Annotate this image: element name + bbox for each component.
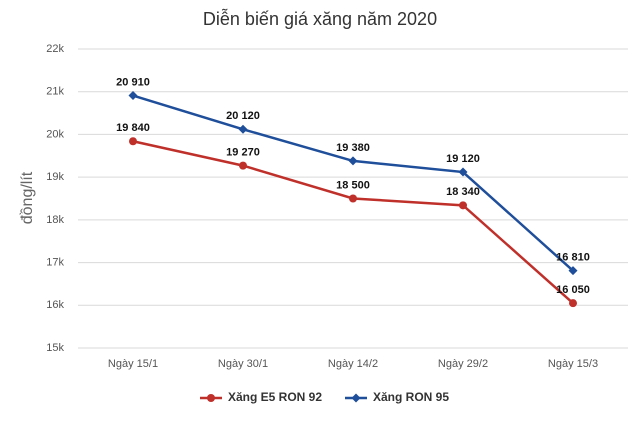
point (458, 167, 468, 177)
y-tick-label: 21k (46, 86, 64, 98)
data-label: 16 810 (556, 252, 590, 264)
data-label: 18 340 (446, 186, 480, 198)
y-tick-label: 17k (46, 256, 64, 268)
y-tick-label: 22k (46, 43, 64, 55)
data-label: 20 910 (116, 76, 150, 88)
point (569, 299, 577, 308)
x-tick-label: Ngày 29/2 (438, 358, 488, 370)
x-tick-label: Ngày 14/2 (328, 358, 378, 370)
data-label: 20 120 (226, 110, 260, 122)
y-tick-label: 15k (46, 342, 64, 354)
data-label: 19 840 (116, 122, 150, 134)
data-label: 19 270 (226, 147, 260, 159)
y-axis-label: đồng/lít (19, 171, 36, 224)
point (459, 201, 467, 210)
x-tick-label: Ngày 30/1 (218, 358, 268, 370)
point (349, 194, 357, 203)
point (568, 266, 578, 276)
data-label: 16 050 (556, 284, 590, 296)
legend-label: Xăng E5 RON 92 (228, 390, 322, 404)
data-label: 18 500 (336, 179, 370, 191)
legend-marker (207, 394, 215, 402)
legend-label: Xăng RON 95 (373, 390, 449, 404)
point (239, 161, 247, 170)
y-tick-label: 20k (46, 128, 64, 140)
legend-marker (351, 393, 361, 403)
x-tick-label: Ngày 15/1 (108, 358, 158, 370)
data-label: 19 380 (336, 142, 370, 154)
y-tick-label: 18k (46, 214, 64, 226)
point (129, 137, 137, 146)
chart-title: Diễn biến giá xăng năm 2020 (203, 8, 437, 29)
point (128, 91, 138, 101)
series-line (132, 140, 574, 305)
y-tick-label: 19k (46, 171, 64, 183)
point (348, 156, 358, 166)
y-tick-label: 16k (46, 299, 64, 311)
data-label: 19 120 (446, 153, 480, 165)
x-tick-label: Ngày 15/3 (548, 358, 598, 370)
point (238, 124, 248, 134)
